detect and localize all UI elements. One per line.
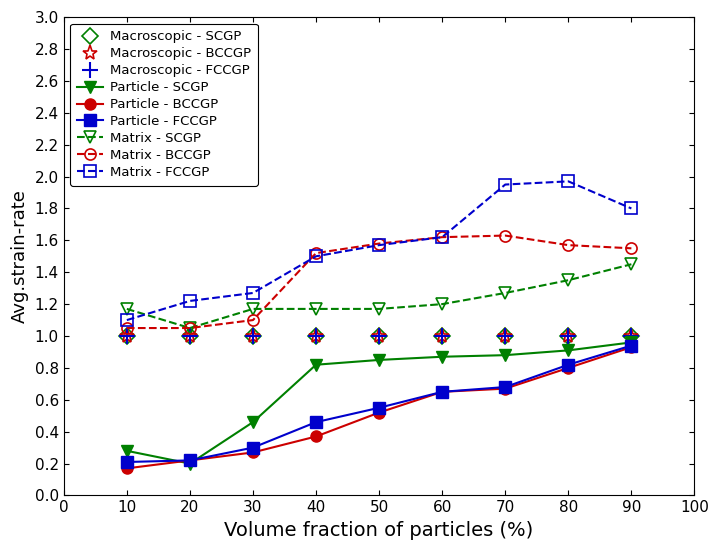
Line: Matrix - FCCGP: Matrix - FCCGP (121, 176, 637, 326)
Macroscopic - SCGP (375, 333, 384, 339)
Macroscopic - BCCGP (564, 333, 572, 339)
Matrix - BCCGP (312, 250, 320, 256)
Particle - FCCGP (248, 444, 257, 451)
Matrix - SCGP (501, 290, 510, 296)
Line: Matrix - BCCGP: Matrix - BCCGP (121, 230, 637, 333)
Line: Matrix - SCGP: Matrix - SCGP (121, 259, 637, 333)
Line: Macroscopic - SCGP: Macroscopic - SCGP (121, 331, 637, 342)
Particle - SCGP (312, 361, 320, 368)
Macroscopic - FCCGP (501, 333, 510, 339)
Matrix - FCCGP (312, 253, 320, 260)
Macroscopic - FCCGP (564, 333, 572, 339)
Macroscopic - SCGP (312, 333, 320, 339)
Matrix - BCCGP (438, 234, 446, 240)
Particle - FCCGP (438, 388, 446, 395)
Particle - FCCGP (501, 383, 510, 390)
Macroscopic - SCGP (501, 333, 510, 339)
Matrix - FCCGP (375, 242, 384, 249)
Particle - BCCGP (122, 465, 131, 472)
Y-axis label: Avg.strain-rate: Avg.strain-rate (11, 190, 29, 323)
Particle - BCCGP (438, 388, 446, 395)
Macroscopic - BCCGP (501, 333, 510, 339)
Particle - SCGP (375, 356, 384, 363)
Particle - SCGP (564, 347, 572, 354)
Particle - FCCGP (564, 361, 572, 368)
Macroscopic - BCCGP (122, 333, 131, 339)
Macroscopic - FCCGP (186, 333, 194, 339)
Macroscopic - SCGP (186, 333, 194, 339)
Matrix - SCGP (248, 306, 257, 312)
Matrix - SCGP (186, 325, 194, 331)
Matrix - FCCGP (627, 205, 636, 212)
Matrix - BCCGP (564, 242, 572, 249)
Matrix - FCCGP (501, 181, 510, 188)
Macroscopic - FCCGP (312, 333, 320, 339)
Particle - BCCGP (375, 409, 384, 416)
Line: Particle - BCCGP: Particle - BCCGP (121, 342, 637, 474)
Particle - SCGP (438, 353, 446, 360)
Matrix - BCCGP (375, 240, 384, 247)
Matrix - FCCGP (186, 298, 194, 304)
Particle - BCCGP (501, 385, 510, 392)
Macroscopic - BCCGP (438, 333, 446, 339)
X-axis label: Volume fraction of particles (%): Volume fraction of particles (%) (225, 521, 534, 540)
Matrix - FCCGP (248, 290, 257, 296)
Macroscopic - FCCGP (627, 333, 636, 339)
Particle - FCCGP (122, 458, 131, 465)
Line: Macroscopic - BCCGP: Macroscopic - BCCGP (120, 328, 639, 344)
Matrix - BCCGP (248, 317, 257, 323)
Macroscopic - BCCGP (627, 333, 636, 339)
Matrix - BCCGP (122, 325, 131, 331)
Particle - FCCGP (312, 419, 320, 425)
Line: Particle - SCGP: Particle - SCGP (121, 337, 637, 469)
Matrix - SCGP (564, 277, 572, 284)
Particle - BCCGP (248, 449, 257, 456)
Macroscopic - BCCGP (312, 333, 320, 339)
Particle - BCCGP (564, 365, 572, 371)
Matrix - SCGP (312, 306, 320, 312)
Particle - SCGP (627, 339, 636, 345)
Macroscopic - BCCGP (186, 333, 194, 339)
Particle - BCCGP (186, 457, 194, 464)
Matrix - SCGP (627, 261, 636, 268)
Macroscopic - FCCGP (122, 333, 131, 339)
Matrix - BCCGP (627, 245, 636, 252)
Matrix - FCCGP (438, 234, 446, 240)
Particle - SCGP (122, 447, 131, 454)
Line: Macroscopic - FCCGP: Macroscopic - FCCGP (120, 328, 639, 344)
Particle - BCCGP (627, 344, 636, 350)
Matrix - BCCGP (501, 233, 510, 239)
Particle - SCGP (248, 419, 257, 425)
Legend: Macroscopic - SCGP, Macroscopic - BCCGP, Macroscopic - FCCGP, Particle - SCGP, P: Macroscopic - SCGP, Macroscopic - BCCGP,… (71, 24, 258, 186)
Macroscopic - SCGP (627, 333, 636, 339)
Matrix - FCCGP (564, 178, 572, 185)
Matrix - SCGP (438, 301, 446, 307)
Line: Particle - FCCGP: Particle - FCCGP (121, 340, 637, 468)
Particle - FCCGP (375, 404, 384, 411)
Macroscopic - FCCGP (438, 333, 446, 339)
Macroscopic - SCGP (122, 333, 131, 339)
Macroscopic - SCGP (248, 333, 257, 339)
Particle - SCGP (186, 460, 194, 467)
Matrix - SCGP (122, 306, 131, 312)
Matrix - BCCGP (186, 325, 194, 331)
Macroscopic - FCCGP (248, 333, 257, 339)
Matrix - FCCGP (122, 317, 131, 323)
Macroscopic - SCGP (564, 333, 572, 339)
Macroscopic - FCCGP (375, 333, 384, 339)
Macroscopic - BCCGP (375, 333, 384, 339)
Macroscopic - BCCGP (248, 333, 257, 339)
Particle - BCCGP (312, 433, 320, 440)
Particle - FCCGP (186, 457, 194, 464)
Particle - FCCGP (627, 342, 636, 349)
Matrix - SCGP (375, 306, 384, 312)
Macroscopic - SCGP (438, 333, 446, 339)
Particle - SCGP (501, 352, 510, 359)
